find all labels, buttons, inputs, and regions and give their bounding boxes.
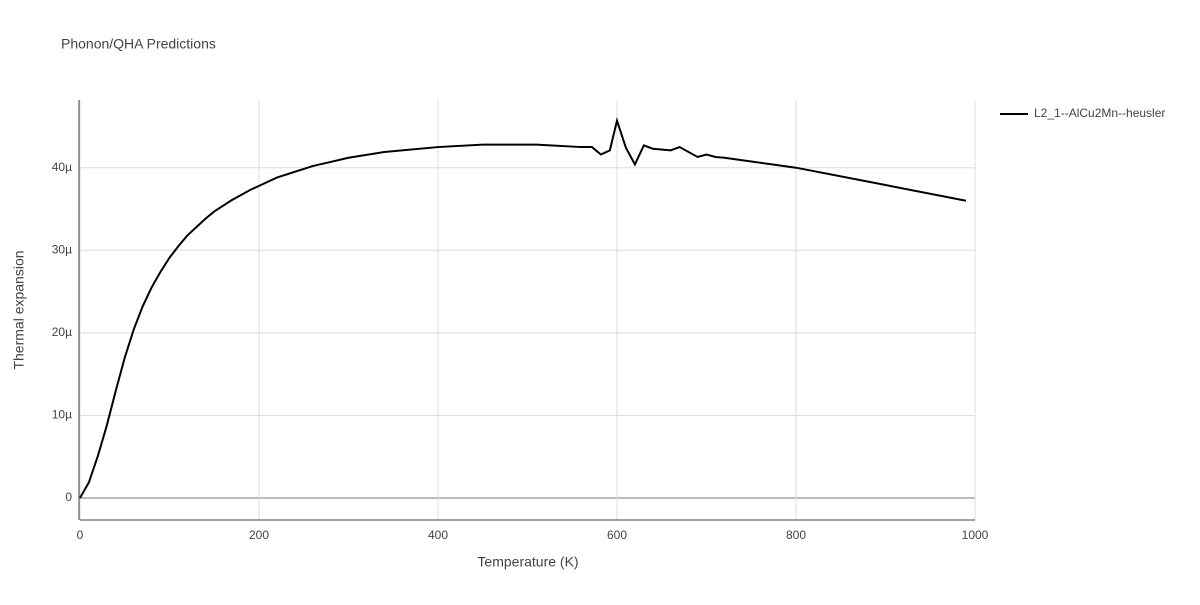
y-tick-label: 0 bbox=[65, 490, 72, 504]
legend-label: L2_1--AlCu2Mn--heusler bbox=[1034, 106, 1165, 120]
y-tick-label: 40µ bbox=[52, 160, 72, 174]
x-tick-label: 200 bbox=[249, 528, 269, 542]
y-tick-label: 10µ bbox=[52, 408, 72, 422]
y-axis-title: Thermal expansion bbox=[11, 250, 27, 369]
x-axis-title: Temperature (K) bbox=[477, 554, 578, 570]
x-tick-label: 0 bbox=[77, 528, 84, 542]
x-tick-label: 400 bbox=[428, 528, 448, 542]
x-tick-label: 600 bbox=[607, 528, 627, 542]
chart-title: Phonon/QHA Predictions bbox=[61, 36, 216, 52]
y-tick-label: 30µ bbox=[52, 242, 72, 256]
y-tick-label: 20µ bbox=[52, 325, 72, 339]
data-line bbox=[79, 116, 967, 499]
x-tick-label: 1000 bbox=[962, 528, 989, 542]
x-tick-label: 800 bbox=[786, 528, 806, 542]
